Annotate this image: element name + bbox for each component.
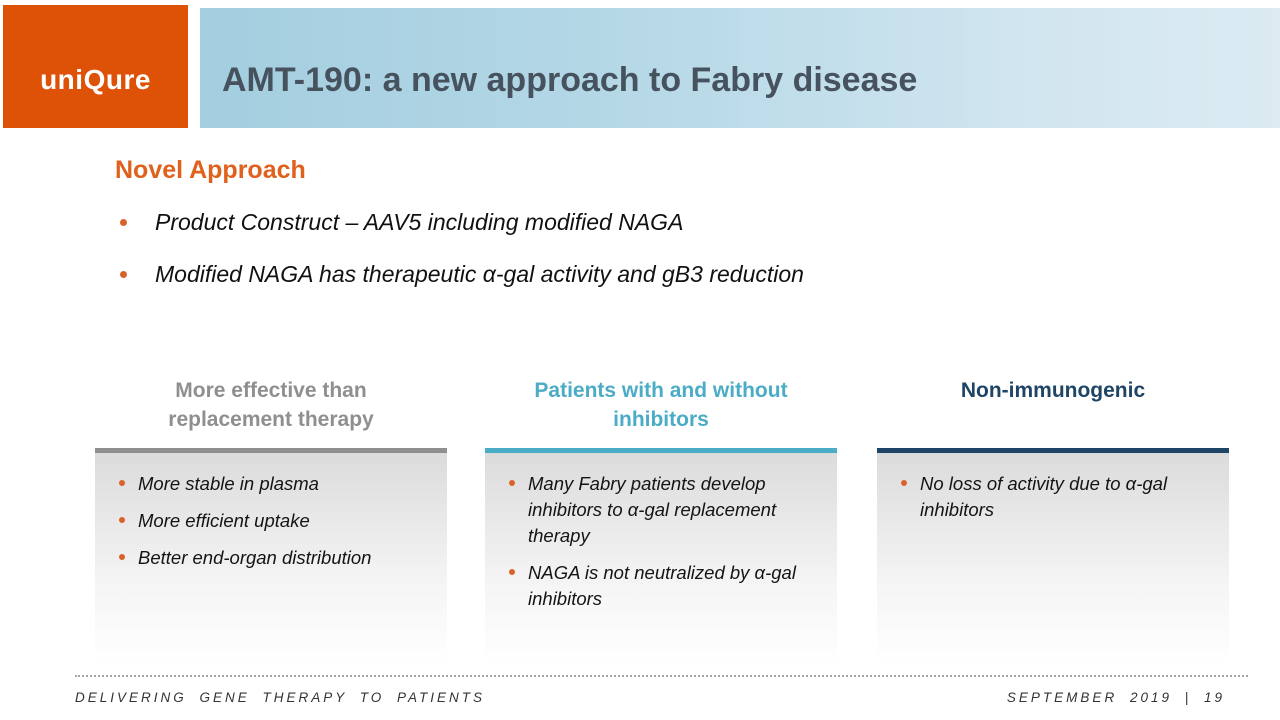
- intro-bullet-text: Product Construct – AAV5 including modif…: [155, 209, 684, 235]
- footer-tagline: DELIVERING GENE THERAPY TO PATIENTS: [75, 690, 486, 705]
- column-more-effective: More effective than replacement therapy …: [95, 376, 447, 665]
- column-card: Many Fabry patients develop inhibitors t…: [485, 453, 837, 665]
- footer-divider: [75, 675, 1248, 677]
- column-bullet-text: Many Fabry patients develop inhibitors t…: [528, 473, 777, 546]
- column-accent-bar: [877, 448, 1229, 453]
- title-band: AMT-190: a new approach to Fabry disease: [200, 8, 1280, 128]
- footer-date-page: SEPTEMBER 2019 | 19: [1006, 690, 1225, 705]
- list-item: No loss of activity due to α-gal inhibit…: [901, 471, 1221, 523]
- column-bullet-list: Many Fabry patients develop inhibitors t…: [509, 471, 829, 612]
- column-header-line1: Patients with and without: [534, 379, 788, 402]
- column-bullet-list: No loss of activity due to α-gal inhibit…: [901, 471, 1221, 523]
- footer: DELIVERING GENE THERAPY TO PATIENTS SEPT…: [75, 690, 1225, 705]
- column-header-line1: More effective than: [175, 379, 367, 402]
- column-header-line1: Non-immunogenic: [960, 379, 1146, 402]
- column-header: Patients with and without inhibitors: [485, 376, 837, 448]
- bullet-dot-icon: [509, 569, 515, 575]
- column-card: More stable in plasma More efficient upt…: [95, 453, 447, 665]
- bullet-dot-icon: [119, 517, 125, 523]
- list-item: Modified NAGA has therapeutic α-gal acti…: [120, 260, 804, 289]
- bullet-dot-icon: [901, 480, 907, 486]
- column-header-line2: inhibitors: [613, 408, 709, 431]
- column-bullet-text: Better end-organ distribution: [138, 547, 372, 568]
- column-non-immunogenic: Non-immunogenic No loss of activity due …: [877, 376, 1229, 665]
- column-bullet-list: More stable in plasma More efficient upt…: [119, 471, 439, 571]
- intro-bullet-text: Modified NAGA has therapeutic α-gal acti…: [155, 261, 804, 287]
- column-bullet-text: NAGA is not neutralized by α-gal inhibit…: [528, 562, 796, 609]
- column-bullet-text: More stable in plasma: [138, 473, 319, 494]
- column-bullet-text: More efficient uptake: [138, 510, 310, 531]
- column-card: No loss of activity due to α-gal inhibit…: [877, 453, 1229, 665]
- column-bullet-text: No loss of activity due to α-gal inhibit…: [920, 473, 1168, 520]
- column-header-line2: replacement therapy: [168, 408, 374, 431]
- brand-logo-block: uniQure: [3, 5, 188, 128]
- brand-logo: uniQure: [40, 63, 151, 95]
- bullet-dot-icon: [120, 219, 127, 226]
- list-item: Better end-organ distribution: [119, 545, 439, 571]
- page-title: AMT-190: a new approach to Fabry disease: [222, 60, 918, 99]
- section-heading: Novel Approach: [115, 156, 306, 184]
- column-header: Non-immunogenic: [877, 376, 1229, 448]
- bullet-dot-icon: [119, 480, 125, 486]
- column-header: More effective than replacement therapy: [95, 376, 447, 448]
- list-item: More stable in plasma: [119, 471, 439, 497]
- bullet-dot-icon: [119, 554, 125, 560]
- intro-bullet-list: Product Construct – AAV5 including modif…: [120, 208, 804, 312]
- list-item: Many Fabry patients develop inhibitors t…: [509, 471, 829, 549]
- column-accent-bar: [485, 448, 837, 453]
- bullet-dot-icon: [509, 480, 515, 486]
- list-item: NAGA is not neutralized by α-gal inhibit…: [509, 560, 829, 612]
- list-item: Product Construct – AAV5 including modif…: [120, 208, 804, 237]
- list-item: More efficient uptake: [119, 508, 439, 534]
- column-inhibitors: Patients with and without inhibitors Man…: [485, 376, 837, 665]
- bullet-dot-icon: [120, 271, 127, 278]
- column-accent-bar: [95, 448, 447, 453]
